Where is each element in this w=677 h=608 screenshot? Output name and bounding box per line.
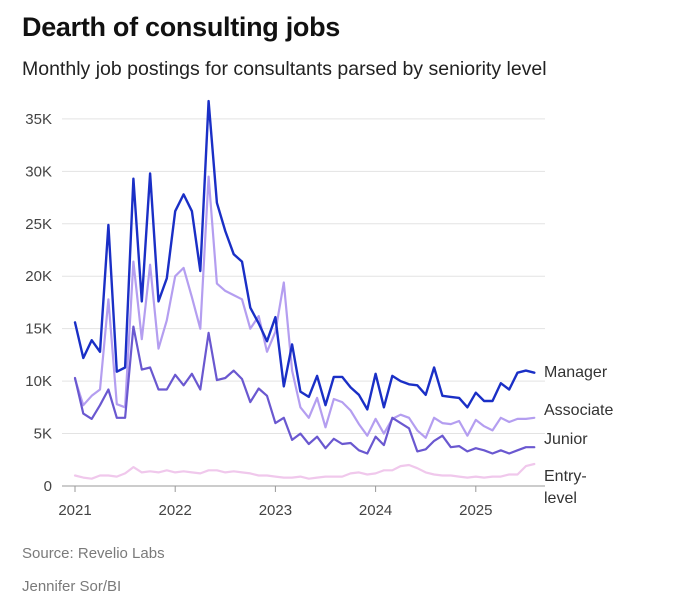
series-label-associate: Associate [544,402,613,419]
series-line-junior [73,325,536,455]
y-axis: 0 5K 10K 15K 20K 25K 30K 35K [25,111,52,495]
chart-subtitle: Monthly job postings for consultants par… [22,58,547,80]
x-tick-label: 2021 [58,502,91,519]
y-tick-label: 25K [25,216,52,233]
y-tick-label: 0 [44,478,52,495]
y-tick-label: 35K [25,111,52,128]
series-labels: Manager Associate Junior Entry-level [544,364,613,507]
series-label-junior: Junior [544,431,588,448]
series-line-associate [73,175,536,439]
y-tick-label: 20K [25,268,52,285]
series-line-manager [73,99,536,411]
x-tick-label: 2023 [259,502,292,519]
chart-title: Dearth of consulting jobs [22,12,341,42]
series-label-manager: Manager [544,364,608,381]
x-tick-label: 2024 [359,502,392,519]
credit-note: Jennifer Sor/BI [22,578,122,595]
y-tick-label: 5K [34,426,52,443]
y-tick-label: 10K [25,373,52,390]
x-tick-label: 2022 [159,502,192,519]
series-lines [73,99,536,480]
series-line-entry-level [73,462,536,480]
y-tick-label: 15K [25,321,52,338]
y-tick-label: 30K [25,163,52,180]
gridlines [62,118,545,487]
source-note: Source: Revelio Labs [22,545,165,562]
x-tick-label: 2025 [459,502,492,519]
series-label-entry-level: Entry-level [544,468,587,507]
x-axis: 2021 2022 2023 2024 2025 [58,486,492,519]
